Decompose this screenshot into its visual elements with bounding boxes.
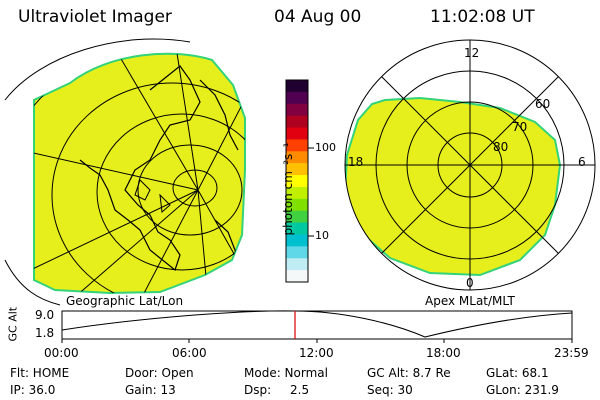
colorbar-segment — [286, 222, 308, 235]
right-map-caption: Apex MLat/MLT — [425, 294, 515, 308]
colorbar-segment — [286, 103, 308, 117]
right-emission-region — [345, 96, 562, 277]
altitude-ytick-9: 9.0 — [35, 308, 55, 322]
colorbar-tick-100: 100 — [315, 141, 336, 154]
xtick-1800: 18:00 — [426, 346, 461, 360]
mlt-label-12: 12 — [464, 46, 480, 60]
time-label: 11:02:08 UT — [430, 7, 535, 27]
colorbar-segment — [286, 198, 308, 212]
mlat-label-80: 80 — [493, 140, 509, 154]
flight-info: Flt: HOME — [10, 366, 70, 380]
door-info: Door: Open — [125, 366, 194, 380]
colorbar-segment — [286, 246, 308, 259]
gc-alt-info: GC Alt: 8.7 Re — [367, 366, 451, 380]
instrument-title: Ultraviolet Imager — [18, 7, 172, 27]
colorbar-segment — [286, 210, 308, 224]
colorbar-segment — [286, 258, 308, 271]
gain-info: Gain: 13 — [125, 383, 176, 397]
glon-info: GLon: 231.9 — [486, 383, 559, 397]
colorbar-tick-10: 10 — [315, 229, 329, 242]
colorbar-segment — [286, 91, 308, 105]
colorbar-segment — [286, 151, 308, 164]
mlat-label-70: 70 — [512, 120, 528, 134]
colorbar-segment — [286, 234, 308, 247]
colorbar-segment — [286, 186, 308, 200]
mode-info: Mode: Normal — [244, 366, 328, 380]
mlt-label-18: 18 — [348, 155, 364, 169]
mlt-label-0: 0 — [466, 276, 474, 290]
dsp-value: 2.5 — [290, 383, 310, 397]
colorbar-segment — [286, 175, 308, 188]
colorbar-segment — [286, 115, 308, 129]
seq-info: Seq: 30 — [367, 383, 413, 397]
xtick-0000: 00:00 — [44, 346, 79, 360]
date-label: 04 Aug 00 — [274, 7, 362, 27]
xtick-2359: 23:59 — [554, 346, 589, 360]
mlat-label-60: 60 — [535, 97, 551, 111]
colorbar-segment — [286, 163, 308, 176]
ip-info: IP: 36.0 — [10, 383, 56, 397]
altitude-curve — [61, 310, 573, 338]
glat-info: GLat: 68.1 — [486, 366, 549, 380]
dsp-label: Dsp: — [244, 383, 272, 397]
colorbar-segment — [286, 80, 308, 93]
left-emission-region — [33, 52, 246, 295]
mlt-label-6: 6 — [578, 155, 586, 169]
altitude-ylabel: GC Alt — [6, 306, 20, 342]
altitude-plot-frame — [61, 310, 573, 340]
colorbar-segment — [286, 139, 308, 152]
colorbar-segment — [286, 270, 308, 283]
xtick-1200: 12:00 — [299, 346, 334, 360]
altitude-ytick-1-8: 1.8 — [35, 326, 55, 340]
colorbar-gradient — [286, 80, 308, 283]
xtick-0600: 06:00 — [172, 346, 207, 360]
colorbar-segment — [286, 127, 308, 140]
left-map-caption: Geographic Lat/Lon — [66, 294, 184, 308]
